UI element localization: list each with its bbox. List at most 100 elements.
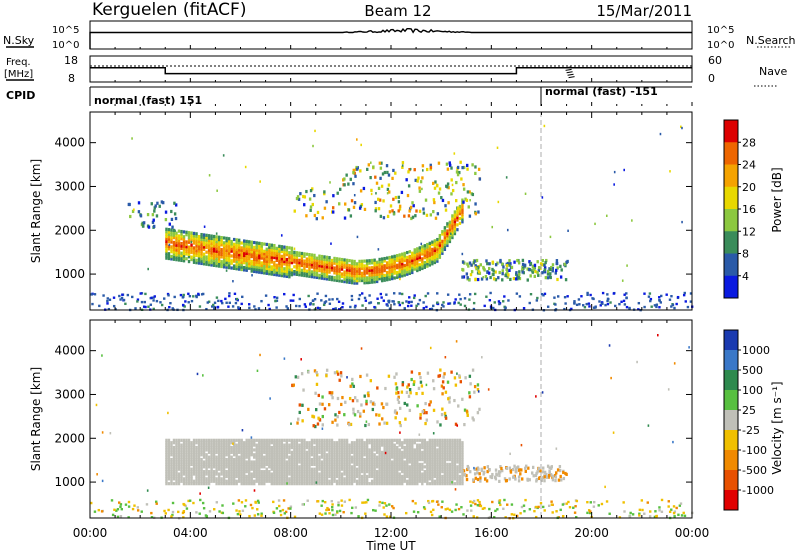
power-cell xyxy=(317,307,319,309)
velocity-cell xyxy=(481,469,483,472)
power-cell xyxy=(464,297,466,299)
power-cell xyxy=(188,246,190,249)
velocity-cell xyxy=(185,439,187,442)
velocity-cell xyxy=(669,511,671,513)
velocity-cell xyxy=(419,416,421,419)
velocity-cell xyxy=(499,499,501,501)
power-cell xyxy=(323,190,325,193)
power-cell xyxy=(509,278,511,281)
power-cell xyxy=(386,256,388,259)
power-cell xyxy=(359,294,361,296)
power-cell xyxy=(394,276,396,279)
velocity-cell xyxy=(514,477,516,480)
power-cell xyxy=(373,306,375,308)
power-cell xyxy=(200,233,202,236)
velocity-cell xyxy=(441,413,443,416)
power-cell xyxy=(308,253,310,256)
velocity-cell xyxy=(373,453,375,456)
power-cell xyxy=(392,169,394,172)
power-cell xyxy=(390,204,392,207)
velocity-cell xyxy=(243,441,245,444)
power-cell xyxy=(265,294,267,296)
power-cell xyxy=(316,257,318,260)
power-cell xyxy=(396,271,398,274)
velocity-cell xyxy=(509,467,511,470)
velocity-cell xyxy=(421,392,423,395)
power-cell xyxy=(148,226,150,229)
power-cell xyxy=(480,263,482,266)
velocity-cell xyxy=(386,515,388,517)
power-cell xyxy=(378,207,380,210)
power-cell xyxy=(329,303,331,305)
power-cell xyxy=(495,263,497,266)
power-cell xyxy=(223,154,225,156)
velocity-cell xyxy=(225,458,227,461)
power-cell xyxy=(544,293,546,295)
velocity-cell xyxy=(658,509,660,511)
velocity-cell xyxy=(406,480,408,483)
power-cell xyxy=(271,244,273,247)
power-cell xyxy=(474,278,476,281)
power-cell xyxy=(238,239,240,242)
power-cell xyxy=(118,295,120,297)
power-cell xyxy=(313,254,315,257)
velocity-cell xyxy=(298,465,300,468)
power-cell xyxy=(386,261,388,264)
velocity-cell xyxy=(299,403,301,406)
velocity-cell xyxy=(302,388,304,391)
power-cell xyxy=(313,194,315,197)
power-cell xyxy=(274,300,276,302)
velocity-cell xyxy=(374,509,376,511)
velocity-cell xyxy=(334,514,336,516)
power-cell xyxy=(498,303,500,305)
velocity-cell xyxy=(383,513,385,515)
velocity-cell xyxy=(469,375,471,378)
power-cell xyxy=(507,229,509,231)
power-cell xyxy=(387,215,389,218)
power-cell xyxy=(436,292,438,294)
power-cell xyxy=(446,185,448,188)
power-cell xyxy=(124,303,126,305)
power-cell xyxy=(107,297,109,299)
power-cell xyxy=(156,214,158,217)
power-cell xyxy=(273,296,275,298)
power-cell xyxy=(598,300,600,302)
velocity-cell xyxy=(365,400,367,403)
velocity-cell xyxy=(281,439,283,442)
velocity-cell xyxy=(526,478,528,481)
velocity-cell xyxy=(315,408,317,411)
power-cell xyxy=(286,258,288,261)
velocity-cell xyxy=(527,467,529,470)
velocity-cell xyxy=(540,502,542,504)
velocity-cell xyxy=(513,465,515,468)
power-cell xyxy=(380,167,382,170)
velocity-cell xyxy=(373,439,375,442)
power-cell xyxy=(391,209,393,212)
velocity-cell xyxy=(141,510,143,512)
power-cell xyxy=(174,212,176,215)
power-cell xyxy=(401,302,403,304)
power-cell xyxy=(218,236,220,239)
power-cell xyxy=(298,259,300,262)
power-cell xyxy=(507,273,509,276)
velocity-cell xyxy=(225,439,227,442)
velocity-cell xyxy=(177,511,179,513)
power-cell xyxy=(358,260,360,263)
velocity-cell xyxy=(399,439,401,442)
power-cell xyxy=(309,197,311,200)
velocity-cell xyxy=(355,506,357,508)
power-cell xyxy=(361,304,363,306)
velocity-cell xyxy=(488,508,490,510)
velocity-cell xyxy=(203,507,205,509)
power-cell xyxy=(528,268,530,271)
power-cell xyxy=(328,298,330,300)
velocity-cell xyxy=(378,414,380,417)
velocity-cell xyxy=(336,423,338,426)
velocity-cell xyxy=(563,477,565,480)
power-cell xyxy=(470,273,472,276)
power-cell xyxy=(386,304,388,306)
velocity-cell xyxy=(251,472,253,475)
velocity-cell xyxy=(419,376,421,379)
y-tick-label: 4000 xyxy=(54,136,85,150)
